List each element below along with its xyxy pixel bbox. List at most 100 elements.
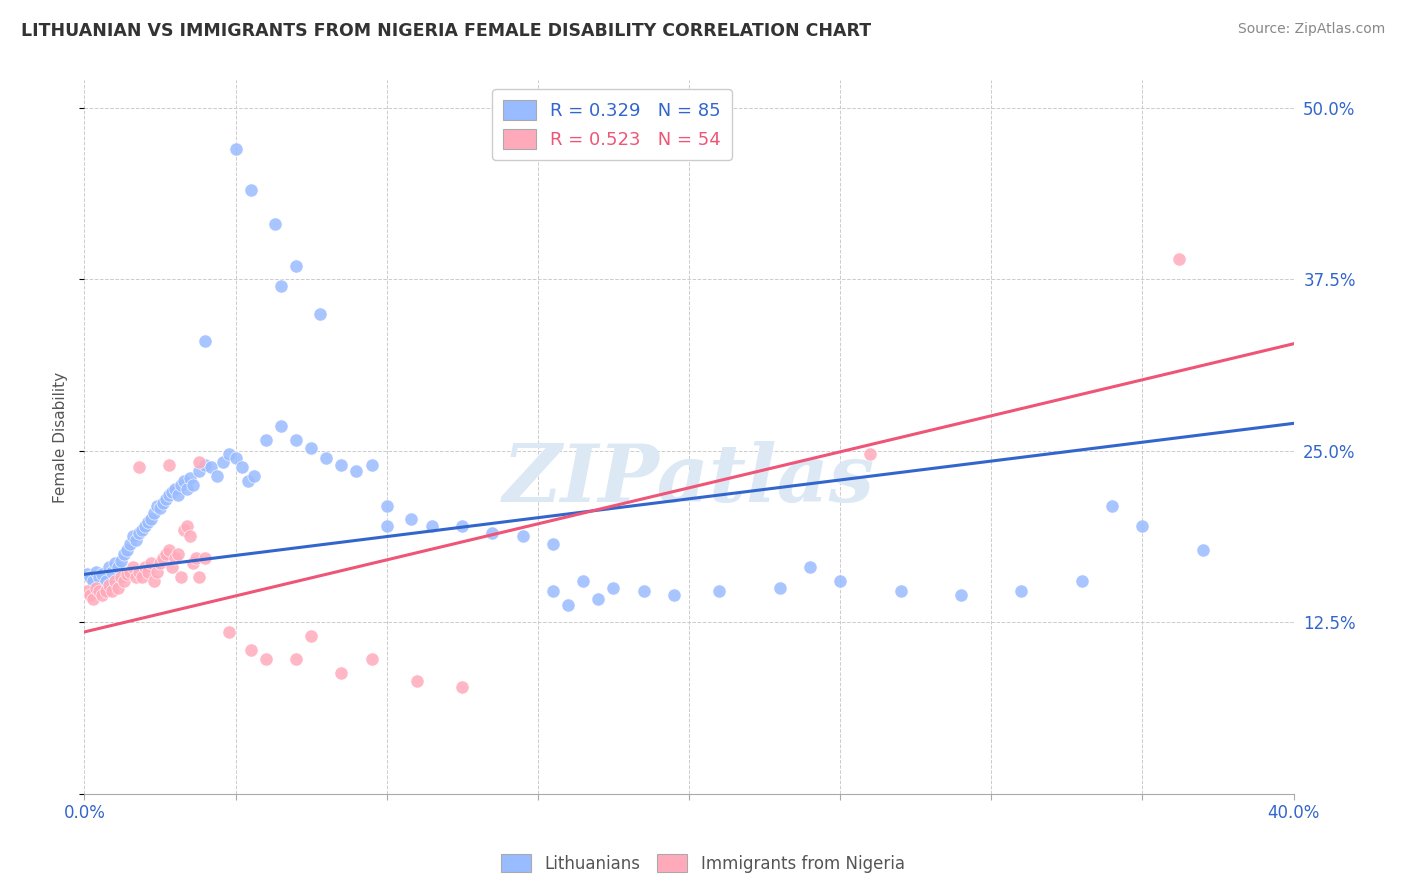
Y-axis label: Female Disability: Female Disability	[53, 371, 69, 503]
Point	[194, 458, 217, 472]
Point	[588, 592, 610, 607]
Point	[399, 512, 422, 526]
Point	[285, 433, 308, 447]
Text: Source: ZipAtlas.com: Source: ZipAtlas.com	[1237, 22, 1385, 37]
Point	[173, 524, 195, 538]
Point	[236, 474, 259, 488]
Point	[285, 259, 308, 273]
Text: ZIPatlas: ZIPatlas	[503, 442, 875, 518]
Point	[299, 629, 322, 643]
Point	[139, 557, 162, 571]
Point	[97, 578, 120, 592]
Point	[181, 478, 204, 492]
Point	[541, 537, 564, 551]
Point	[420, 519, 443, 533]
Point	[375, 499, 398, 513]
Point	[167, 547, 190, 561]
Point	[188, 570, 211, 584]
Point	[104, 574, 127, 589]
Point	[225, 450, 247, 465]
Point	[181, 557, 204, 571]
Point	[231, 460, 253, 475]
Point	[541, 583, 564, 598]
Point	[110, 570, 132, 584]
Point	[194, 334, 217, 348]
Point	[118, 565, 141, 579]
Point	[91, 588, 114, 602]
Point	[86, 565, 108, 579]
Point	[146, 499, 169, 513]
Point	[170, 570, 193, 584]
Point	[557, 598, 579, 612]
Point	[481, 526, 503, 541]
Point	[170, 478, 193, 492]
Point	[121, 560, 143, 574]
Point	[100, 565, 122, 579]
Point	[950, 588, 973, 602]
Point	[859, 446, 882, 460]
Point	[82, 574, 104, 589]
Point	[360, 458, 382, 472]
Point	[176, 519, 198, 533]
Point	[769, 581, 792, 595]
Point	[346, 464, 368, 478]
Point	[451, 519, 474, 533]
Point	[299, 441, 322, 455]
Point	[218, 446, 240, 460]
Point	[165, 550, 187, 565]
Point	[890, 583, 912, 598]
Point	[160, 485, 183, 500]
Point	[152, 496, 174, 510]
Point	[157, 458, 180, 472]
Text: LITHUANIAN VS IMMIGRANTS FROM NIGERIA FEMALE DISABILITY CORRELATION CHART: LITHUANIAN VS IMMIGRANTS FROM NIGERIA FE…	[21, 22, 872, 40]
Point	[173, 474, 195, 488]
Point	[82, 592, 104, 607]
Point	[157, 488, 180, 502]
Point	[107, 560, 129, 574]
Point	[149, 501, 172, 516]
Point	[572, 574, 595, 589]
Point	[254, 433, 277, 447]
Point	[107, 581, 129, 595]
Legend: Lithuanians, Immigrants from Nigeria: Lithuanians, Immigrants from Nigeria	[495, 847, 911, 880]
Point	[242, 468, 264, 483]
Point	[239, 183, 262, 197]
Point	[131, 524, 153, 538]
Point	[1192, 542, 1215, 557]
Point	[207, 468, 229, 483]
Point	[179, 529, 201, 543]
Point	[633, 583, 655, 598]
Point	[239, 642, 262, 657]
Point	[139, 512, 162, 526]
Point	[330, 458, 353, 472]
Point	[167, 488, 190, 502]
Point	[128, 526, 150, 541]
Point	[89, 583, 111, 598]
Point	[89, 570, 111, 584]
Point	[1167, 252, 1189, 266]
Legend: R = 0.329   N = 85, R = 0.523   N = 54: R = 0.329 N = 85, R = 0.523 N = 54	[492, 89, 731, 160]
Point	[115, 567, 138, 582]
Point	[125, 570, 148, 584]
Point	[1130, 519, 1153, 533]
Point	[131, 570, 153, 584]
Point	[225, 142, 247, 156]
Point	[149, 557, 172, 571]
Point	[188, 464, 211, 478]
Point	[104, 557, 127, 571]
Point	[146, 565, 169, 579]
Point	[263, 218, 285, 232]
Point	[134, 519, 156, 533]
Point	[94, 574, 117, 589]
Point	[165, 482, 187, 496]
Point	[406, 674, 429, 689]
Point	[100, 583, 122, 598]
Point	[110, 553, 132, 567]
Point	[115, 542, 138, 557]
Point	[309, 307, 332, 321]
Point	[128, 460, 150, 475]
Point	[602, 581, 624, 595]
Point	[176, 482, 198, 496]
Point	[188, 455, 211, 469]
Point	[86, 581, 108, 595]
